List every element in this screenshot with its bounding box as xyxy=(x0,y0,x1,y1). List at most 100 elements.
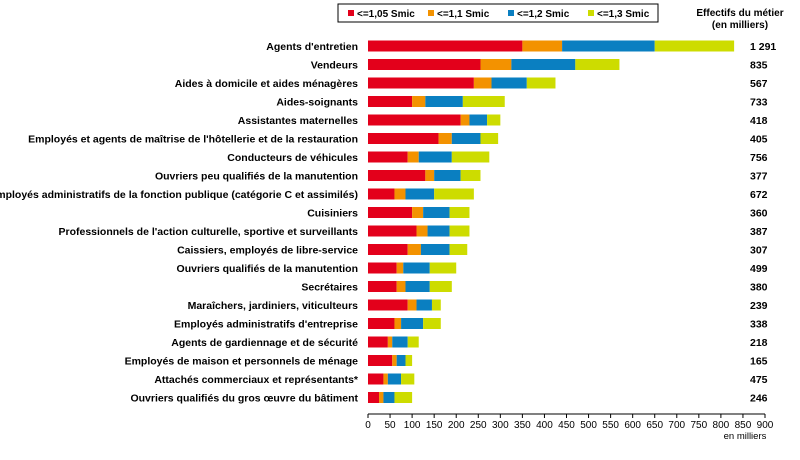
bar-segment-professionnels-de-l-action-culturelle-sportive-et-surveillants-s2 xyxy=(416,225,428,237)
bar-segment-employes-administratifs-de-la-fonction-publique-categorie-c-et-assimiles-s1 xyxy=(368,188,395,200)
bar-segment-vendeurs-s1 xyxy=(368,59,481,70)
bar-segment-employes-administratifs-d-entreprise-s3 xyxy=(401,318,424,329)
bar-segment-agents-d-entretien-s2 xyxy=(522,40,563,52)
legend-swatch-3 xyxy=(508,10,514,16)
bar-segment-ouvriers-peu-qualifies-de-la-manutention-s4 xyxy=(460,170,481,181)
x-tick-label-150: 150 xyxy=(426,420,443,431)
bar-segment-ouvriers-qualifies-du-gros-uvre-du-batiment-s2 xyxy=(379,392,384,403)
category-label-secretaires: Secrétaires xyxy=(301,282,358,294)
x-tick-label-600: 600 xyxy=(624,420,641,431)
bar-segment-maraichers-jardiniers-viticulteurs-s3 xyxy=(416,299,432,311)
bar-segment-maraichers-jardiniers-viticulteurs-s2 xyxy=(407,299,417,311)
bar-segment-employes-de-maison-et-personnels-de-menage-s2 xyxy=(392,355,397,366)
x-tick-label-400: 400 xyxy=(536,420,553,431)
bar-segment-employes-administratifs-de-la-fonction-publique-categorie-c-et-assimiles-s2 xyxy=(394,188,406,200)
category-label-caissiers-employes-de-libre-service: Caissiers, employés de libre-service xyxy=(177,245,358,257)
bar-segment-vendeurs-s4 xyxy=(575,59,620,70)
legend-swatch-1 xyxy=(348,10,354,16)
effectifs-value-cuisiniers: 360 xyxy=(750,208,768,220)
bar-segment-employes-administratifs-de-la-fonction-publique-categorie-c-et-assimiles-s3 xyxy=(405,188,435,200)
category-label-aides-a-domicile-et-aides-menageres: Aides à domicile et aides ménagères xyxy=(175,78,358,90)
bar-segment-employes-administratifs-d-entreprise-s4 xyxy=(423,318,441,329)
effectifs-value-employes-administratifs-d-entreprise: 338 xyxy=(750,319,768,331)
bar-segment-ouvriers-qualifies-de-la-manutention-s4 xyxy=(429,262,457,274)
bar-segment-maraichers-jardiniers-viticulteurs-s1 xyxy=(368,299,408,311)
effectifs-value-aides-a-domicile-et-aides-menageres: 567 xyxy=(750,78,768,90)
x-tick-label-900: 900 xyxy=(757,420,774,431)
bar-segment-agents-de-gardiennage-et-de-securite-s4 xyxy=(407,336,419,348)
bar-segment-cuisiniers-s3 xyxy=(423,207,450,218)
bar-segment-professionnels-de-l-action-culturelle-sportive-et-surveillants-s4 xyxy=(449,225,470,237)
category-label-agents-de-gardiennage-et-de-securite: Agents de gardiennage et de sécurité xyxy=(171,337,358,349)
x-tick-label-100: 100 xyxy=(404,420,421,431)
bar-segment-ouvriers-qualifies-du-gros-uvre-du-batiment-s3 xyxy=(383,392,395,403)
category-label-employes-de-maison-et-personnels-de-menage: Employés de maison et personnels de ména… xyxy=(125,356,359,368)
category-label-employes-administratifs-de-la-fonction-publique-categorie-c-et-assimiles: Employés administratifs de la fonction p… xyxy=(0,189,358,201)
category-label-vendeurs: Vendeurs xyxy=(311,60,358,72)
effectifs-value-vendeurs: 835 xyxy=(750,60,768,72)
bar-segment-attaches-commerciaux-et-representants-s4 xyxy=(401,373,415,385)
x-tick-label-750: 750 xyxy=(690,420,707,431)
bar-segment-aides-a-domicile-et-aides-menageres-s2 xyxy=(473,77,492,89)
effectifs-value-ouvriers-qualifies-de-la-manutention: 499 xyxy=(750,263,768,275)
x-tick-label-0: 0 xyxy=(365,420,371,431)
category-label-ouvriers-qualifies-du-gros-uvre-du-batiment: Ouvriers qualifiés du gros œuvre du bâti… xyxy=(130,393,358,405)
bar-segment-ouvriers-qualifies-de-la-manutention-s2 xyxy=(396,262,404,274)
x-tick-label-550: 550 xyxy=(602,420,619,431)
bar-segment-agents-d-entretien-s3 xyxy=(562,40,655,52)
effectifs-value-maraichers-jardiniers-viticulteurs: 239 xyxy=(750,300,768,312)
x-tick-label-700: 700 xyxy=(668,420,685,431)
bar-segment-ouvriers-qualifies-du-gros-uvre-du-batiment-s1 xyxy=(368,392,380,403)
bar-segment-employes-administratifs-d-entreprise-s2 xyxy=(394,318,402,329)
bar-segment-assistantes-maternelles-s4 xyxy=(487,114,501,126)
category-label-employes-et-agents-de-maitrise-de-l-hotellerie-et-de-la-restauration: Employés et agents de maîtrise de l'hôte… xyxy=(28,134,358,146)
bar-segment-agents-de-gardiennage-et-de-securite-s3 xyxy=(392,336,408,348)
bar-segment-ouvriers-peu-qualifies-de-la-manutention-s3 xyxy=(434,170,461,181)
bar-segment-agents-d-entretien-s4 xyxy=(654,40,735,52)
effectifs-value-ouvriers-qualifies-du-gros-uvre-du-batiment: 246 xyxy=(750,393,768,405)
category-label-ouvriers-peu-qualifies-de-la-manutention: Ouvriers peu qualifiés de la manutention xyxy=(155,171,358,183)
bar-segment-aides-soignants-s2 xyxy=(412,96,426,107)
bar-segment-ouvriers-qualifies-de-la-manutention-s3 xyxy=(403,262,430,274)
effectifs-header-line-2: (en milliers) xyxy=(712,20,768,31)
bar-segment-employes-et-agents-de-maitrise-de-l-hotellerie-et-de-la-restauration-s1 xyxy=(368,133,439,144)
effectifs-value-agents-de-gardiennage-et-de-securite: 218 xyxy=(750,337,768,349)
bar-segment-conducteurs-de-vehicules-s2 xyxy=(407,151,419,163)
category-label-attaches-commerciaux-et-representants: Attachés commerciaux et représentants* xyxy=(154,374,359,386)
effectifs-value-employes-de-maison-et-personnels-de-menage: 165 xyxy=(750,356,768,368)
bars-group xyxy=(368,40,735,403)
x-axis: 0 50 100 150 200 250 300 350 400 450 500 550 600 650 7… xyxy=(365,413,774,431)
category-label-conducteurs-de-vehicules: Conducteurs de véhicules xyxy=(227,152,358,164)
bar-segment-professionnels-de-l-action-culturelle-sportive-et-surveillants-s1 xyxy=(368,225,417,237)
bar-segment-attaches-commerciaux-et-representants-s3 xyxy=(387,373,402,385)
bar-segment-conducteurs-de-vehicules-s3 xyxy=(418,151,452,163)
effectifs-value-agents-d-entretien: 1 291 xyxy=(750,41,776,53)
category-labels: Agents d'entretien Vendeurs Aides à domici… xyxy=(0,41,359,405)
bar-segment-employes-et-agents-de-maitrise-de-l-hotellerie-et-de-la-restauration-s2 xyxy=(438,133,452,144)
bar-segment-caissiers-employes-de-libre-service-s4 xyxy=(449,244,468,255)
x-tick-label-300: 300 xyxy=(492,420,509,431)
bar-segment-assistantes-maternelles-s3 xyxy=(469,114,488,126)
x-tick-label-200: 200 xyxy=(448,420,465,431)
effectifs-value-assistantes-maternelles: 418 xyxy=(750,115,768,127)
bar-segment-conducteurs-de-vehicules-s4 xyxy=(451,151,490,163)
bar-segment-aides-soignants-s1 xyxy=(368,96,413,107)
bar-segment-agents-de-gardiennage-et-de-securite-s1 xyxy=(368,336,388,348)
bar-segment-cuisiniers-s2 xyxy=(412,207,424,218)
x-tick-label-800: 800 xyxy=(713,420,730,431)
bar-segment-maraichers-jardiniers-viticulteurs-s4 xyxy=(431,299,441,311)
effectifs-value-conducteurs-de-vehicules: 756 xyxy=(750,152,768,164)
effectifs-header-line-1: Effectifs du métier xyxy=(696,8,783,19)
effectifs-value-aides-soignants: 733 xyxy=(750,97,768,109)
x-tick-label-850: 850 xyxy=(735,420,752,431)
legend-label-1: <=1,05 Smic xyxy=(357,9,415,20)
bar-segment-caissiers-employes-de-libre-service-s1 xyxy=(368,244,408,255)
bar-segment-professionnels-de-l-action-culturelle-sportive-et-surveillants-s3 xyxy=(427,225,450,237)
bar-segment-vendeurs-s2 xyxy=(480,59,512,70)
category-label-aides-soignants: Aides-soignants xyxy=(276,97,358,109)
category-label-ouvriers-qualifies-de-la-manutention: Ouvriers qualifiés de la manutention xyxy=(177,263,358,275)
legend-label-2: <=1,1 Smic xyxy=(437,9,490,20)
bar-segment-employes-et-agents-de-maitrise-de-l-hotellerie-et-de-la-restauration-s4 xyxy=(480,133,499,144)
